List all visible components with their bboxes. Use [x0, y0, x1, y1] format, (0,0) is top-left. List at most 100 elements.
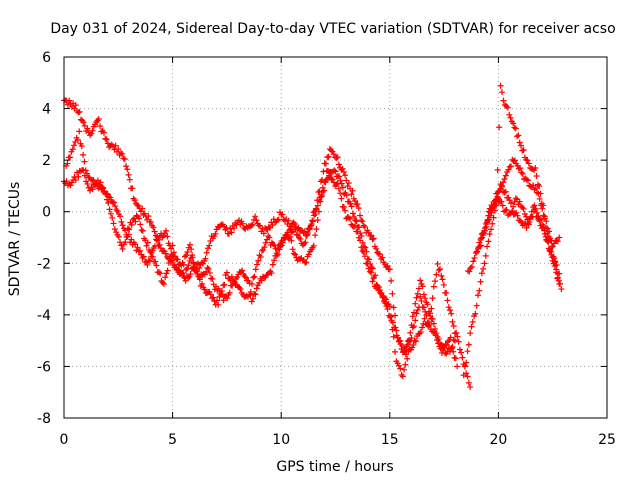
data-point	[234, 274, 241, 281]
data-point	[354, 201, 361, 208]
data-point	[357, 237, 364, 244]
data-point	[312, 232, 319, 239]
data-point	[155, 236, 162, 243]
data-point	[406, 337, 413, 344]
data-point	[521, 211, 528, 218]
data-point	[527, 183, 534, 190]
data-point	[455, 338, 462, 345]
data-point	[107, 210, 114, 217]
data-point	[361, 224, 368, 231]
data-point	[370, 275, 377, 282]
data-point	[204, 245, 211, 252]
data-point	[419, 283, 426, 290]
data-point	[110, 220, 117, 227]
data-point	[368, 232, 375, 239]
data-point	[78, 143, 85, 150]
data-point	[437, 266, 444, 273]
data-point	[72, 177, 79, 184]
data-point	[525, 160, 532, 167]
data-point	[501, 101, 508, 108]
data-point	[205, 266, 212, 273]
data-point	[365, 265, 372, 272]
data-point	[517, 142, 524, 149]
data-point	[228, 273, 235, 280]
data-point	[139, 227, 146, 234]
data-point	[444, 297, 451, 304]
x-tick-label: 0	[60, 432, 69, 448]
data-point	[149, 253, 156, 260]
data-point	[523, 224, 530, 231]
data-point	[358, 244, 365, 251]
data-point	[489, 220, 496, 227]
data-point	[502, 188, 509, 195]
data-point	[510, 120, 517, 127]
data-point	[422, 295, 429, 302]
data-point	[432, 278, 439, 285]
data-point	[511, 157, 518, 164]
data-point	[369, 236, 376, 243]
data-point	[524, 220, 531, 227]
data-point	[476, 287, 483, 294]
data-point	[105, 200, 112, 207]
data-point	[129, 185, 136, 192]
data-point	[292, 226, 299, 233]
data-point	[551, 255, 558, 262]
data-point	[276, 246, 283, 253]
data-point	[223, 224, 230, 231]
data-point	[137, 221, 144, 228]
data-point	[279, 211, 286, 218]
data-point	[125, 171, 132, 178]
data-point	[383, 296, 390, 303]
data-point	[516, 198, 523, 205]
data-point	[124, 225, 131, 232]
data-point	[430, 320, 437, 327]
data-point	[151, 243, 158, 250]
data-point	[163, 227, 170, 234]
data-point	[249, 295, 256, 302]
data-point	[297, 235, 304, 242]
data-point	[445, 304, 452, 311]
data-point	[358, 217, 365, 224]
data-point	[449, 318, 456, 325]
data-point	[312, 205, 319, 212]
data-point	[355, 205, 362, 212]
data-point	[321, 187, 328, 194]
data-point	[183, 252, 190, 259]
data-point	[404, 341, 411, 348]
data-point	[111, 226, 118, 233]
data-point	[128, 221, 135, 228]
data-point	[459, 354, 466, 361]
data-point	[519, 147, 526, 154]
data-point	[109, 214, 116, 221]
data-point	[440, 344, 447, 351]
data-point	[184, 248, 191, 255]
data-point	[489, 205, 496, 212]
data-point	[386, 303, 393, 310]
data-point	[533, 173, 540, 180]
data-point	[187, 271, 194, 278]
data-point	[340, 168, 347, 175]
data-point	[440, 281, 447, 288]
data-point	[114, 208, 121, 215]
data-point	[278, 242, 285, 249]
data-point	[84, 180, 91, 187]
data-point	[501, 189, 508, 196]
data-point	[319, 184, 326, 191]
data-point	[505, 166, 512, 173]
data-point	[100, 129, 107, 136]
data-point	[557, 280, 564, 287]
data-point	[172, 253, 179, 260]
data-point	[313, 226, 320, 233]
data-point	[352, 222, 359, 229]
data-point	[454, 333, 461, 340]
data-point	[421, 315, 428, 322]
data-point	[408, 322, 415, 329]
data-point	[511, 124, 518, 131]
x-tick-label: 5	[168, 432, 177, 448]
data-point	[464, 348, 471, 355]
y-tick-label: 2	[42, 153, 51, 169]
data-point	[548, 243, 555, 250]
data-point	[503, 206, 510, 213]
data-point	[502, 172, 509, 179]
data-point	[418, 297, 425, 304]
